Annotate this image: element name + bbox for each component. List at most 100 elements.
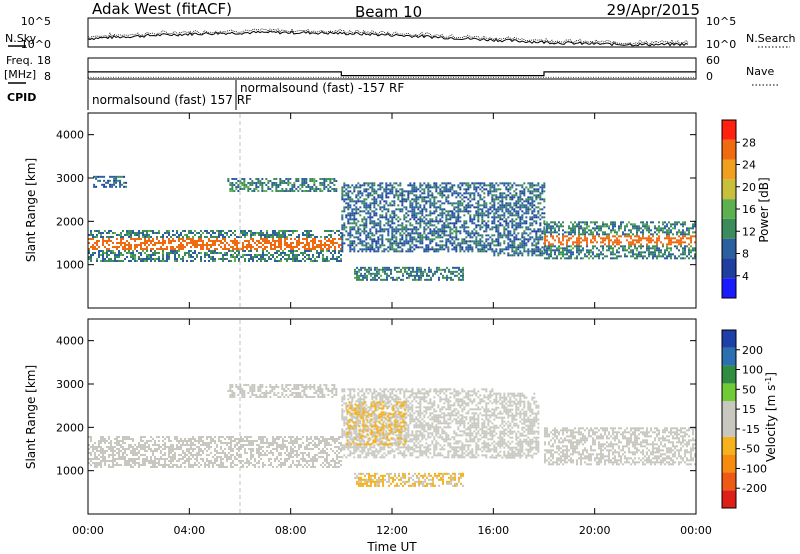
scatter-cell bbox=[463, 226, 466, 229]
scatter-cell bbox=[178, 256, 180, 258]
scatter-cell bbox=[142, 250, 144, 252]
scatter-cell bbox=[485, 234, 488, 237]
scatter-cell bbox=[305, 182, 308, 184]
scatter-cell bbox=[222, 248, 224, 250]
scatter-cell bbox=[395, 240, 398, 243]
scatter-cell bbox=[401, 234, 404, 237]
scatter-cell bbox=[106, 460, 108, 462]
scatter-cell bbox=[284, 238, 286, 240]
scatter-cell bbox=[495, 250, 498, 253]
scatter-cell bbox=[475, 236, 478, 239]
scatter-cell bbox=[680, 253, 682, 256]
scatter-cell bbox=[391, 222, 394, 225]
scatter-cell bbox=[511, 242, 514, 245]
scatter-cell bbox=[562, 235, 564, 238]
scatter-cell bbox=[447, 196, 450, 199]
scatter-cell bbox=[370, 266, 372, 269]
scatter-cell bbox=[256, 244, 258, 246]
scatter-cell bbox=[166, 232, 168, 234]
scatter-cell bbox=[196, 254, 198, 256]
scatter-cell bbox=[380, 278, 382, 281]
nave-tick-top: 60 bbox=[706, 54, 720, 67]
scatter-cell bbox=[509, 196, 512, 199]
scatter-cell bbox=[365, 204, 368, 207]
scatter-cell bbox=[622, 247, 624, 250]
scatter-cell bbox=[568, 237, 570, 240]
scatter-cell bbox=[288, 234, 290, 236]
scatter-cell bbox=[100, 448, 102, 450]
scatter-cell bbox=[124, 442, 126, 444]
scatter-cell bbox=[176, 250, 178, 252]
scatter-cell bbox=[580, 249, 582, 252]
scatter-cell bbox=[202, 240, 204, 242]
scatter-cell bbox=[519, 226, 522, 229]
scatter-cell bbox=[515, 192, 518, 195]
scatter-cell bbox=[495, 190, 498, 193]
scatter-cell bbox=[544, 239, 546, 242]
scatter-cell bbox=[674, 227, 676, 230]
scatter-cell bbox=[409, 202, 412, 205]
scatter-cell bbox=[656, 249, 658, 252]
scatter-cell bbox=[515, 228, 518, 231]
scatter-cell bbox=[664, 237, 666, 240]
scatter-cell bbox=[600, 245, 602, 248]
scatter-cell bbox=[427, 232, 430, 235]
scatter-cell bbox=[668, 243, 670, 246]
scatter-cell bbox=[310, 236, 312, 238]
scatter-cell bbox=[614, 253, 616, 256]
scatter-cell bbox=[415, 240, 418, 243]
scatter-cell bbox=[162, 252, 164, 254]
scatter-cell bbox=[399, 188, 402, 191]
scatter-cell bbox=[419, 204, 422, 207]
scatter-cell bbox=[154, 252, 156, 254]
scatter-cell bbox=[405, 250, 408, 253]
scatter-cell bbox=[443, 234, 446, 237]
scatter-cell bbox=[533, 240, 536, 243]
scatter-cell bbox=[164, 460, 166, 462]
scatter-cell bbox=[365, 250, 368, 253]
scatter-cell bbox=[401, 228, 404, 231]
scatter-cell bbox=[630, 235, 632, 238]
scatter-cell bbox=[682, 223, 684, 226]
scatter-cell bbox=[142, 230, 144, 232]
scatter-cell bbox=[255, 188, 258, 190]
scatter-cell bbox=[227, 178, 230, 180]
scatter-cell bbox=[612, 247, 614, 250]
scatter-cell bbox=[146, 460, 148, 462]
scatter-cell bbox=[560, 247, 562, 250]
scatter-cell bbox=[274, 258, 276, 260]
scatter-cell bbox=[144, 436, 146, 438]
scatter-cell bbox=[371, 198, 374, 201]
scatter-cell bbox=[572, 251, 574, 254]
scatter-cell bbox=[170, 462, 172, 464]
scatter-cell bbox=[385, 248, 388, 251]
scatter-cell bbox=[658, 251, 660, 254]
scatter-cell bbox=[505, 246, 508, 249]
scatter-cell bbox=[421, 242, 424, 245]
scatter-cell bbox=[298, 236, 300, 238]
scatter-cell bbox=[130, 256, 132, 258]
scatter-cell bbox=[453, 240, 456, 243]
scatter-cell bbox=[95, 177, 98, 180]
scatter-cell bbox=[554, 231, 556, 234]
scatter-cell bbox=[349, 244, 352, 247]
scatter-cell bbox=[162, 248, 164, 250]
scatter-cell bbox=[347, 214, 350, 217]
scatter-cell bbox=[343, 182, 346, 185]
scatter-cell bbox=[188, 242, 190, 244]
scatter-cell bbox=[361, 244, 364, 247]
scatter-cell bbox=[564, 247, 566, 250]
scatter-cell bbox=[445, 238, 448, 241]
scatter-cell bbox=[568, 225, 570, 228]
scatter-cell bbox=[102, 260, 104, 262]
scatter-cell bbox=[379, 244, 382, 247]
scatter-cell bbox=[373, 204, 376, 207]
scatter-cell bbox=[94, 236, 96, 238]
scatter-cell bbox=[423, 250, 426, 253]
scatter-cell bbox=[156, 444, 158, 446]
scatter-cell bbox=[411, 230, 414, 233]
scatter-cell bbox=[230, 246, 232, 248]
scatter-cell bbox=[383, 248, 386, 251]
scatter-cell bbox=[578, 249, 580, 252]
scatter-cell bbox=[152, 452, 154, 454]
